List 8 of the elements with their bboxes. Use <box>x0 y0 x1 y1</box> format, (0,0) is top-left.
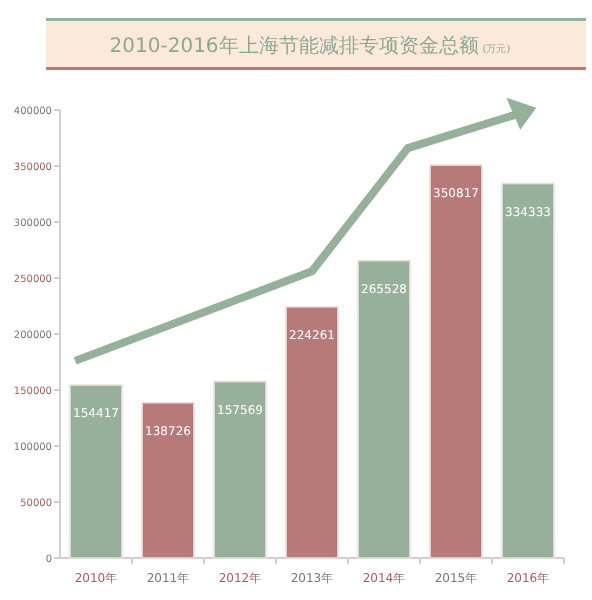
bar <box>69 384 123 559</box>
bar <box>357 259 411 559</box>
bar <box>429 164 483 559</box>
bar <box>213 380 267 559</box>
bar <box>141 401 195 559</box>
chart-title: 2010-2016年上海节能减排专项资金总额 <box>109 34 479 58</box>
bar <box>501 182 555 559</box>
bar <box>285 306 339 559</box>
